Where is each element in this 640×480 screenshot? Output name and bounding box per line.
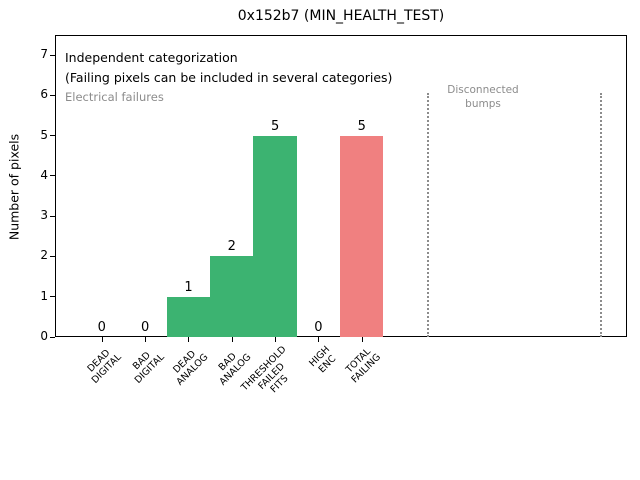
y-tick-label-5: 5 [40, 127, 48, 142]
x-tick-mark [318, 337, 320, 342]
x-tick-mark [188, 337, 190, 342]
region-label-electrical-failures: Electrical failures [65, 90, 164, 104]
y-tick-mark [50, 54, 55, 56]
y-tick-mark [50, 215, 55, 217]
y-tick-label-4: 4 [40, 167, 48, 182]
y-tick-label-2: 2 [40, 248, 48, 263]
x-tick-mark [361, 337, 363, 342]
y-tick-label-0: 0 [40, 329, 48, 343]
x-tick-label-4: THRESHOLD FAILED FITS [239, 344, 291, 396]
x-tick-mark [231, 337, 233, 342]
y-axis-label: Number of pixels [6, 133, 22, 241]
y-tick-mark [50, 255, 55, 257]
x-tick-mark [275, 337, 277, 342]
y-tick-mark [50, 175, 55, 177]
bar-value-label-6: 5 [357, 118, 366, 134]
bar-6 [340, 135, 384, 337]
y-tick-label-6: 6 [40, 87, 48, 102]
x-tick-label-0: DEAD DIGITAL [85, 347, 124, 386]
region-separator-line-1 [600, 93, 603, 337]
y-tick-label-3: 3 [40, 208, 48, 223]
y-tick-mark [50, 135, 55, 137]
bar-value-label-1: 0 [140, 320, 150, 335]
region-separator-line-0 [426, 93, 429, 337]
bar-2 [166, 296, 211, 337]
x-tick-label-5: HIGH ENC [307, 344, 339, 376]
y-tick-label-1: 1 [40, 288, 48, 303]
annotation-independent-categorization: Independent categorization [65, 50, 238, 65]
bar-4 [253, 135, 297, 337]
x-tick-mark [101, 337, 103, 342]
x-tick-mark [145, 337, 147, 342]
x-tick-label-6: TOTAL FAILING [344, 346, 384, 386]
bar-3 [210, 256, 254, 337]
bar-value-label-2: 1 [184, 279, 193, 295]
x-tick-label-2: DEAD ANALOG [170, 348, 211, 388]
y-tick-mark [50, 336, 55, 338]
annotation-failing-pixels-note: (Failing pixels can be included in sever… [65, 70, 393, 85]
x-tick-label-1: BAD DIGITAL [130, 349, 167, 386]
y-tick-label-7: 7 [40, 47, 48, 62]
region-label-disconnected-bumps: Disconnected bumps [447, 84, 519, 110]
y-tick-mark [50, 94, 55, 96]
chart-title: 0x152b7 (MIN_HEALTH_TEST) [237, 8, 445, 24]
bar-value-label-0: 0 [97, 320, 106, 335]
bar-value-label-3: 2 [227, 239, 236, 255]
y-tick-mark [50, 296, 55, 298]
bar-value-label-5: 0 [314, 320, 323, 335]
bar-value-label-4: 5 [270, 118, 280, 134]
